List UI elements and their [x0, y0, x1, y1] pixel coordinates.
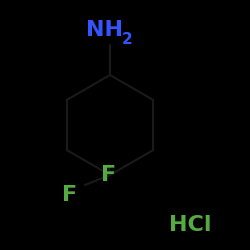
Text: F: F [62, 185, 78, 205]
Text: 2: 2 [122, 32, 133, 48]
Text: NH: NH [86, 20, 124, 40]
Text: HCl: HCl [169, 215, 211, 235]
Text: F: F [101, 165, 116, 185]
